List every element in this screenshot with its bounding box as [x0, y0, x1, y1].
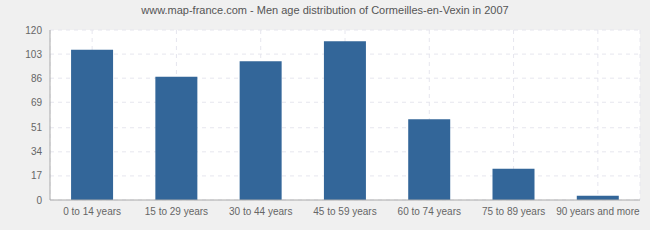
svg-text:34: 34	[31, 146, 43, 157]
svg-text:60 to 74 years: 60 to 74 years	[398, 206, 461, 217]
svg-text:103: 103	[25, 49, 42, 60]
svg-text:0: 0	[36, 195, 42, 206]
html-text:www.map-france.com - Men age d: www.map-france.com - Men age distributio…	[141, 4, 509, 16]
svg-text:51: 51	[31, 122, 43, 133]
svg-text:45 to 59 years: 45 to 59 years	[313, 206, 376, 217]
svg-text:75 to 89 years: 75 to 89 years	[482, 206, 545, 217]
svg-text:69: 69	[31, 97, 43, 108]
svg-text:120: 120	[25, 25, 42, 36]
svg-text:17: 17	[31, 170, 43, 181]
svg-text:86: 86	[31, 73, 43, 84]
svg-text:30 to 44 years: 30 to 44 years	[229, 206, 292, 217]
svg-text:90 years and more: 90 years and more	[556, 206, 640, 217]
svg-text:15 to 29 years: 15 to 29 years	[145, 206, 208, 217]
svg-text:0 to 14 years: 0 to 14 years	[63, 206, 121, 217]
